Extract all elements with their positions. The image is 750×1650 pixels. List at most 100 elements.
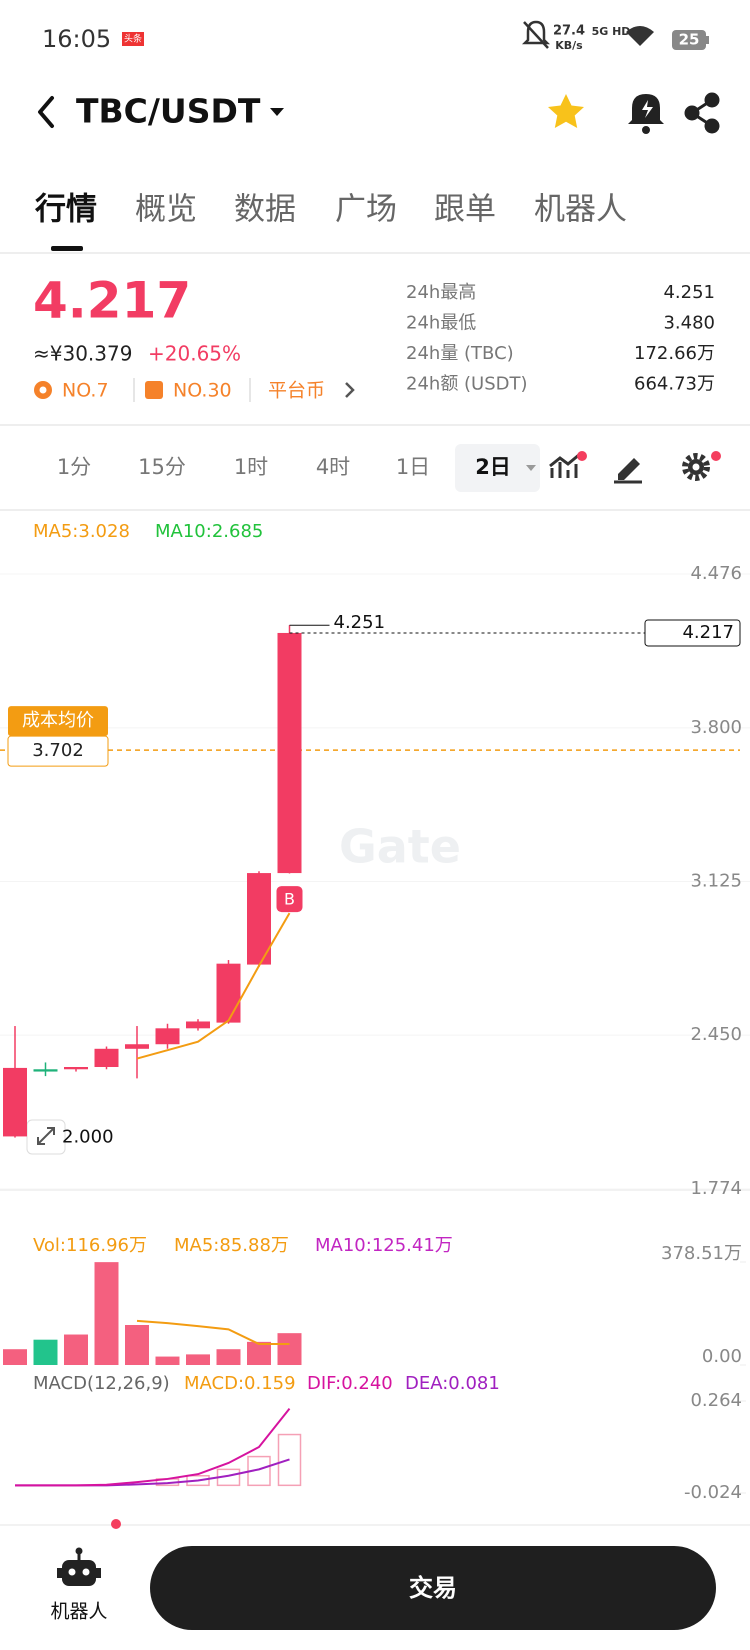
volume-label: MA5:85.88万 [174, 1235, 289, 1256]
trade-button[interactable] [150, 1546, 716, 1630]
volume-label: Vol:116.96万 [33, 1235, 147, 1256]
status-battery: 25 [679, 31, 700, 49]
expand-icon[interactable] [26, 1119, 66, 1155]
status-icons [521, 20, 709, 50]
draw-icon[interactable] [614, 458, 642, 484]
interval[interactable]: 1分 [57, 455, 91, 479]
trade-label[interactable]: 交易 [409, 1574, 457, 1602]
macd-label: DEA:0.081 [405, 1373, 500, 1394]
stat-value: 4.251 [663, 282, 715, 303]
stat-value: 172.66万 [634, 343, 715, 364]
stat-label: 24h量 (TBC) [406, 343, 514, 364]
y-tick-label: 0.264 [690, 1390, 742, 1411]
tag[interactable]: 平台币 [268, 380, 325, 402]
status-speed-unit: KB/s [555, 39, 583, 52]
y-tick-label: 0.00 [702, 1346, 742, 1367]
volume-bar [94, 1262, 119, 1365]
interval[interactable]: 2日 [475, 455, 511, 479]
volume-ma5-line [136, 1319, 290, 1346]
volume-bar [33, 1339, 58, 1365]
volume-bar [64, 1334, 88, 1365]
settings-icon[interactable] [682, 453, 710, 481]
pair-dropdown-icon[interactable] [270, 108, 284, 116]
status-network: 5G HD [592, 25, 631, 38]
candle-body [216, 963, 241, 1023]
low-label: 2.000 [62, 1127, 114, 1148]
candle-body [64, 1067, 88, 1070]
rank-icon [145, 381, 163, 399]
badge-dot [577, 451, 587, 461]
interval[interactable]: 15分 [138, 455, 186, 479]
status-badge-bg [122, 32, 144, 46]
interval[interactable]: 1日 [396, 455, 430, 479]
candle-body [94, 1048, 119, 1068]
status-time: 16:05 [42, 25, 111, 53]
y-tick-label: 378.51万 [661, 1243, 742, 1264]
y-tick-label: 3.125 [690, 871, 742, 892]
volume-bar [216, 1349, 241, 1365]
volume-bar [125, 1324, 149, 1365]
interval[interactable]: 1时 [234, 455, 268, 479]
macd-label: DIF:0.240 [307, 1373, 393, 1394]
stat-label: 24h最高 [406, 282, 476, 303]
macd-label: MACD(12,26,9) [33, 1373, 170, 1394]
ma5-line [136, 912, 291, 1060]
interval[interactable]: 4时 [316, 455, 350, 479]
active-interval-bg [455, 444, 540, 492]
buy-marker-bg [276, 886, 303, 913]
ma-label: MA10:2.685 [155, 521, 263, 542]
candle-body [33, 1069, 58, 1072]
volume-bar [247, 1341, 271, 1365]
tab[interactable]: 数据 [234, 192, 296, 228]
badge-dot [111, 1519, 121, 1529]
volume-bar [3, 1349, 27, 1365]
high-label: 4.251 [334, 612, 386, 633]
pair-title[interactable]: TBC/USDT [76, 92, 261, 131]
volume-bar [277, 1333, 302, 1365]
tab[interactable]: 机器人 [534, 192, 627, 228]
back-icon[interactable] [38, 96, 54, 128]
price-change: +20.65% [148, 342, 241, 366]
y-tick-label: 2.450 [690, 1024, 742, 1045]
robot-icon[interactable] [57, 1547, 101, 1587]
indicator-icon[interactable] [549, 452, 581, 478]
volume-bar [186, 1354, 210, 1365]
rank: NO.7 [62, 380, 109, 402]
tab[interactable]: 概览 [135, 192, 197, 228]
favorite-icon[interactable] [548, 94, 584, 128]
cny-price: ≈¥30.379 [33, 342, 132, 366]
cost-box [7, 735, 109, 767]
stat-value: 664.73万 [634, 374, 715, 395]
chevron-icon[interactable] [345, 382, 355, 398]
tab[interactable]: 广场 [335, 192, 397, 228]
cost-title: 成本均价 [22, 710, 94, 731]
macd-bar [277, 1433, 302, 1487]
candle-body [277, 632, 302, 874]
candle-body [186, 1021, 210, 1029]
alert-icon[interactable] [628, 94, 664, 134]
volume-bar [155, 1356, 180, 1365]
status-speed: 27.4 [553, 24, 585, 39]
status-badge: 头条 [124, 33, 142, 45]
ma-label: MA5:3.028 [33, 521, 130, 542]
tab[interactable]: 行情 [34, 192, 97, 228]
last-price-label: 4.217 [682, 622, 734, 643]
y-tick-label: 1.774 [690, 1178, 742, 1199]
candle-body [247, 873, 271, 965]
badge-dot [711, 451, 721, 461]
robot-label[interactable]: 机器人 [50, 1601, 107, 1623]
rank: NO.30 [173, 380, 232, 402]
y-tick-label: 3.800 [690, 717, 742, 738]
buy-marker: B [284, 890, 295, 909]
interval-dropdown-icon[interactable] [526, 465, 536, 471]
cost-title-bg [8, 706, 108, 737]
tab[interactable]: 跟单 [434, 192, 496, 228]
share-icon[interactable] [684, 92, 720, 134]
cost-value: 3.702 [32, 740, 84, 761]
dif-line [15, 1408, 291, 1487]
candle-body [125, 1044, 149, 1049]
tab-underline [51, 246, 83, 251]
